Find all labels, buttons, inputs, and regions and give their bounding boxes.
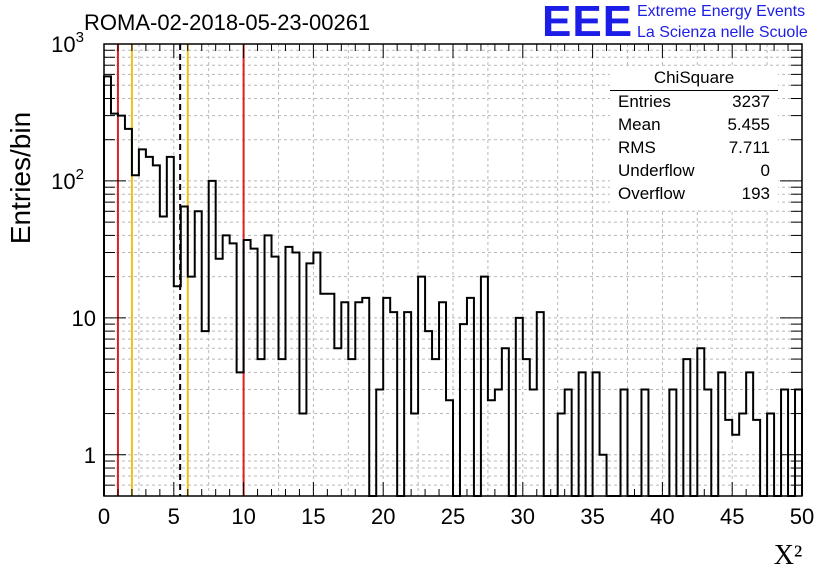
y-tick-label: 10 <box>72 306 96 331</box>
stats-key: Mean <box>618 115 661 134</box>
y-axis-ticks: 1 10 102 103 <box>51 29 802 497</box>
stats-value: 0 <box>760 161 770 180</box>
chart-title: ROMA-02-2018-05-23-00261 <box>84 10 371 35</box>
histogram-series <box>103 75 803 497</box>
logo-line-2: La Scienza nelle Scuole <box>637 24 808 41</box>
grid-lines <box>104 44 802 496</box>
stats-value: 7.711 <box>728 138 770 157</box>
stats-value: 5.455 <box>727 115 770 134</box>
x-tick-label: 0 <box>98 504 110 529</box>
x-tick-label: 15 <box>301 504 325 529</box>
logo-mark: EEE <box>542 0 634 46</box>
stats-key: Underflow <box>618 161 695 180</box>
stats-row: Underflow 0 <box>618 161 770 183</box>
stats-value: 193 <box>741 184 770 203</box>
x-axis-label: X² <box>774 540 803 571</box>
x-axis-ticks: 0 5 10 15 20 25 30 35 40 45 50 <box>98 44 814 529</box>
y-axis-label: Entries/bin <box>5 112 36 244</box>
stats-divider <box>610 90 778 91</box>
x-tick-label: 5 <box>168 504 180 529</box>
x-tick-label: 50 <box>790 504 814 529</box>
stats-title: ChiSquare <box>653 68 735 87</box>
stats-row: RMS 7.711 <box>618 138 770 160</box>
eee-logo: EEE Extreme Energy Events La Scienza nel… <box>542 0 836 44</box>
x-tick-label: 40 <box>650 504 674 529</box>
x-tick-label: 25 <box>441 504 465 529</box>
y-tick-label: 103 <box>51 29 84 57</box>
x-tick-label: 20 <box>371 504 395 529</box>
x-tick-label: 45 <box>720 504 744 529</box>
y-tick-label: 1 <box>84 443 96 468</box>
x-tick-label: 35 <box>580 504 604 529</box>
stats-row: Overflow 193 <box>618 184 770 206</box>
x-tick-label: 10 <box>231 504 255 529</box>
stats-key: RMS <box>618 138 656 157</box>
stats-row: Entries 3237 <box>618 92 770 114</box>
stats-row: Mean 5.455 <box>618 115 770 137</box>
stats-box: ChiSquare Entries 3237 Mean 5.455 RMS 7.711… <box>610 68 778 210</box>
stats-value: 3237 <box>732 92 770 111</box>
stats-key: Entries <box>618 92 671 111</box>
logo-line-1: Extreme Energy Events <box>637 3 806 20</box>
x-tick-label: 30 <box>511 504 535 529</box>
stats-key: Overflow <box>618 184 686 203</box>
y-tick-label: 102 <box>51 166 84 194</box>
